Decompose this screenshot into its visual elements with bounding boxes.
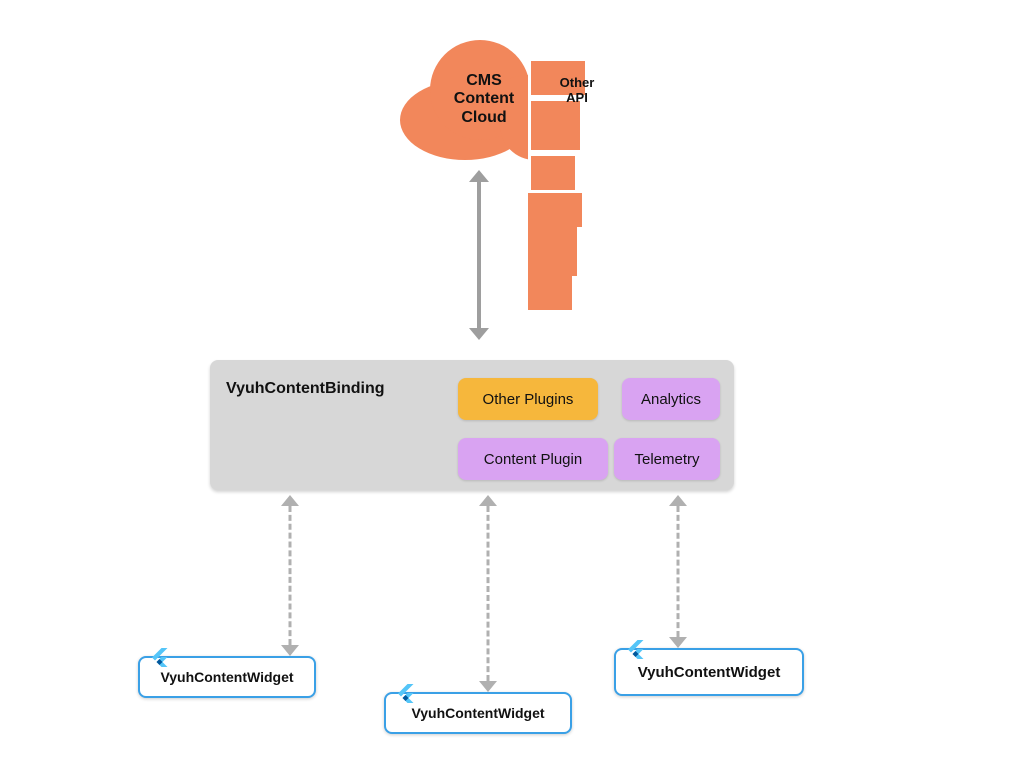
widget-card: VyuhContentWidget [384,692,572,734]
arrow-binding-to-widget [280,495,300,656]
plugin-label: Telemetry [634,451,699,468]
arrow-shaft [677,506,680,637]
arrow-head-up [281,495,299,506]
widget-card: VyuhContentWidget [138,656,316,698]
widget-card: VyuhContentWidget [614,648,804,696]
arrow-head-up [469,170,489,182]
flutter-icon [624,638,648,662]
arrow-head-up [669,495,687,506]
plugin-chip: Telemetry [614,438,720,480]
plugin-label: Analytics [641,391,701,408]
arrow-head-down [669,637,687,648]
binding-title: VyuhContentBinding [226,380,385,398]
arrow-cloud-to-binding [469,170,489,340]
plugin-label: Content Plugin [484,451,582,468]
widget-label: VyuhContentWidget [160,669,293,685]
arrow-binding-to-widget [478,495,498,692]
cloud-small-label: Other API [552,76,602,106]
plugin-chip: Content Plugin [458,438,608,480]
cloud-main-label: CMS Content Cloud [442,72,526,127]
arrow-head-down [281,645,299,656]
arrow-shaft [487,506,490,681]
cloud-blob [528,227,577,276]
arrow-head-up [479,495,497,506]
widget-label: VyuhContentWidget [411,705,544,721]
plugin-label: Other Plugins [483,391,574,408]
flutter-icon [148,646,172,670]
cloud-blob [528,276,572,310]
arrow-binding-to-widget [668,495,688,648]
arrow-head-down [479,681,497,692]
plugin-chip: Other Plugins [458,378,598,420]
cloud-blob [528,153,578,193]
cloud-blob [528,193,582,227]
cloud-blob [528,98,583,153]
diagram-stage: CMS Content Cloud Other API VyuhContentB… [0,0,1024,768]
plugin-chip: Analytics [622,378,720,420]
arrow-shaft [289,506,292,645]
arrow-shaft [477,182,481,328]
widget-label: VyuhContentWidget [638,664,781,681]
arrow-head-down [469,328,489,340]
flutter-icon [394,682,418,706]
